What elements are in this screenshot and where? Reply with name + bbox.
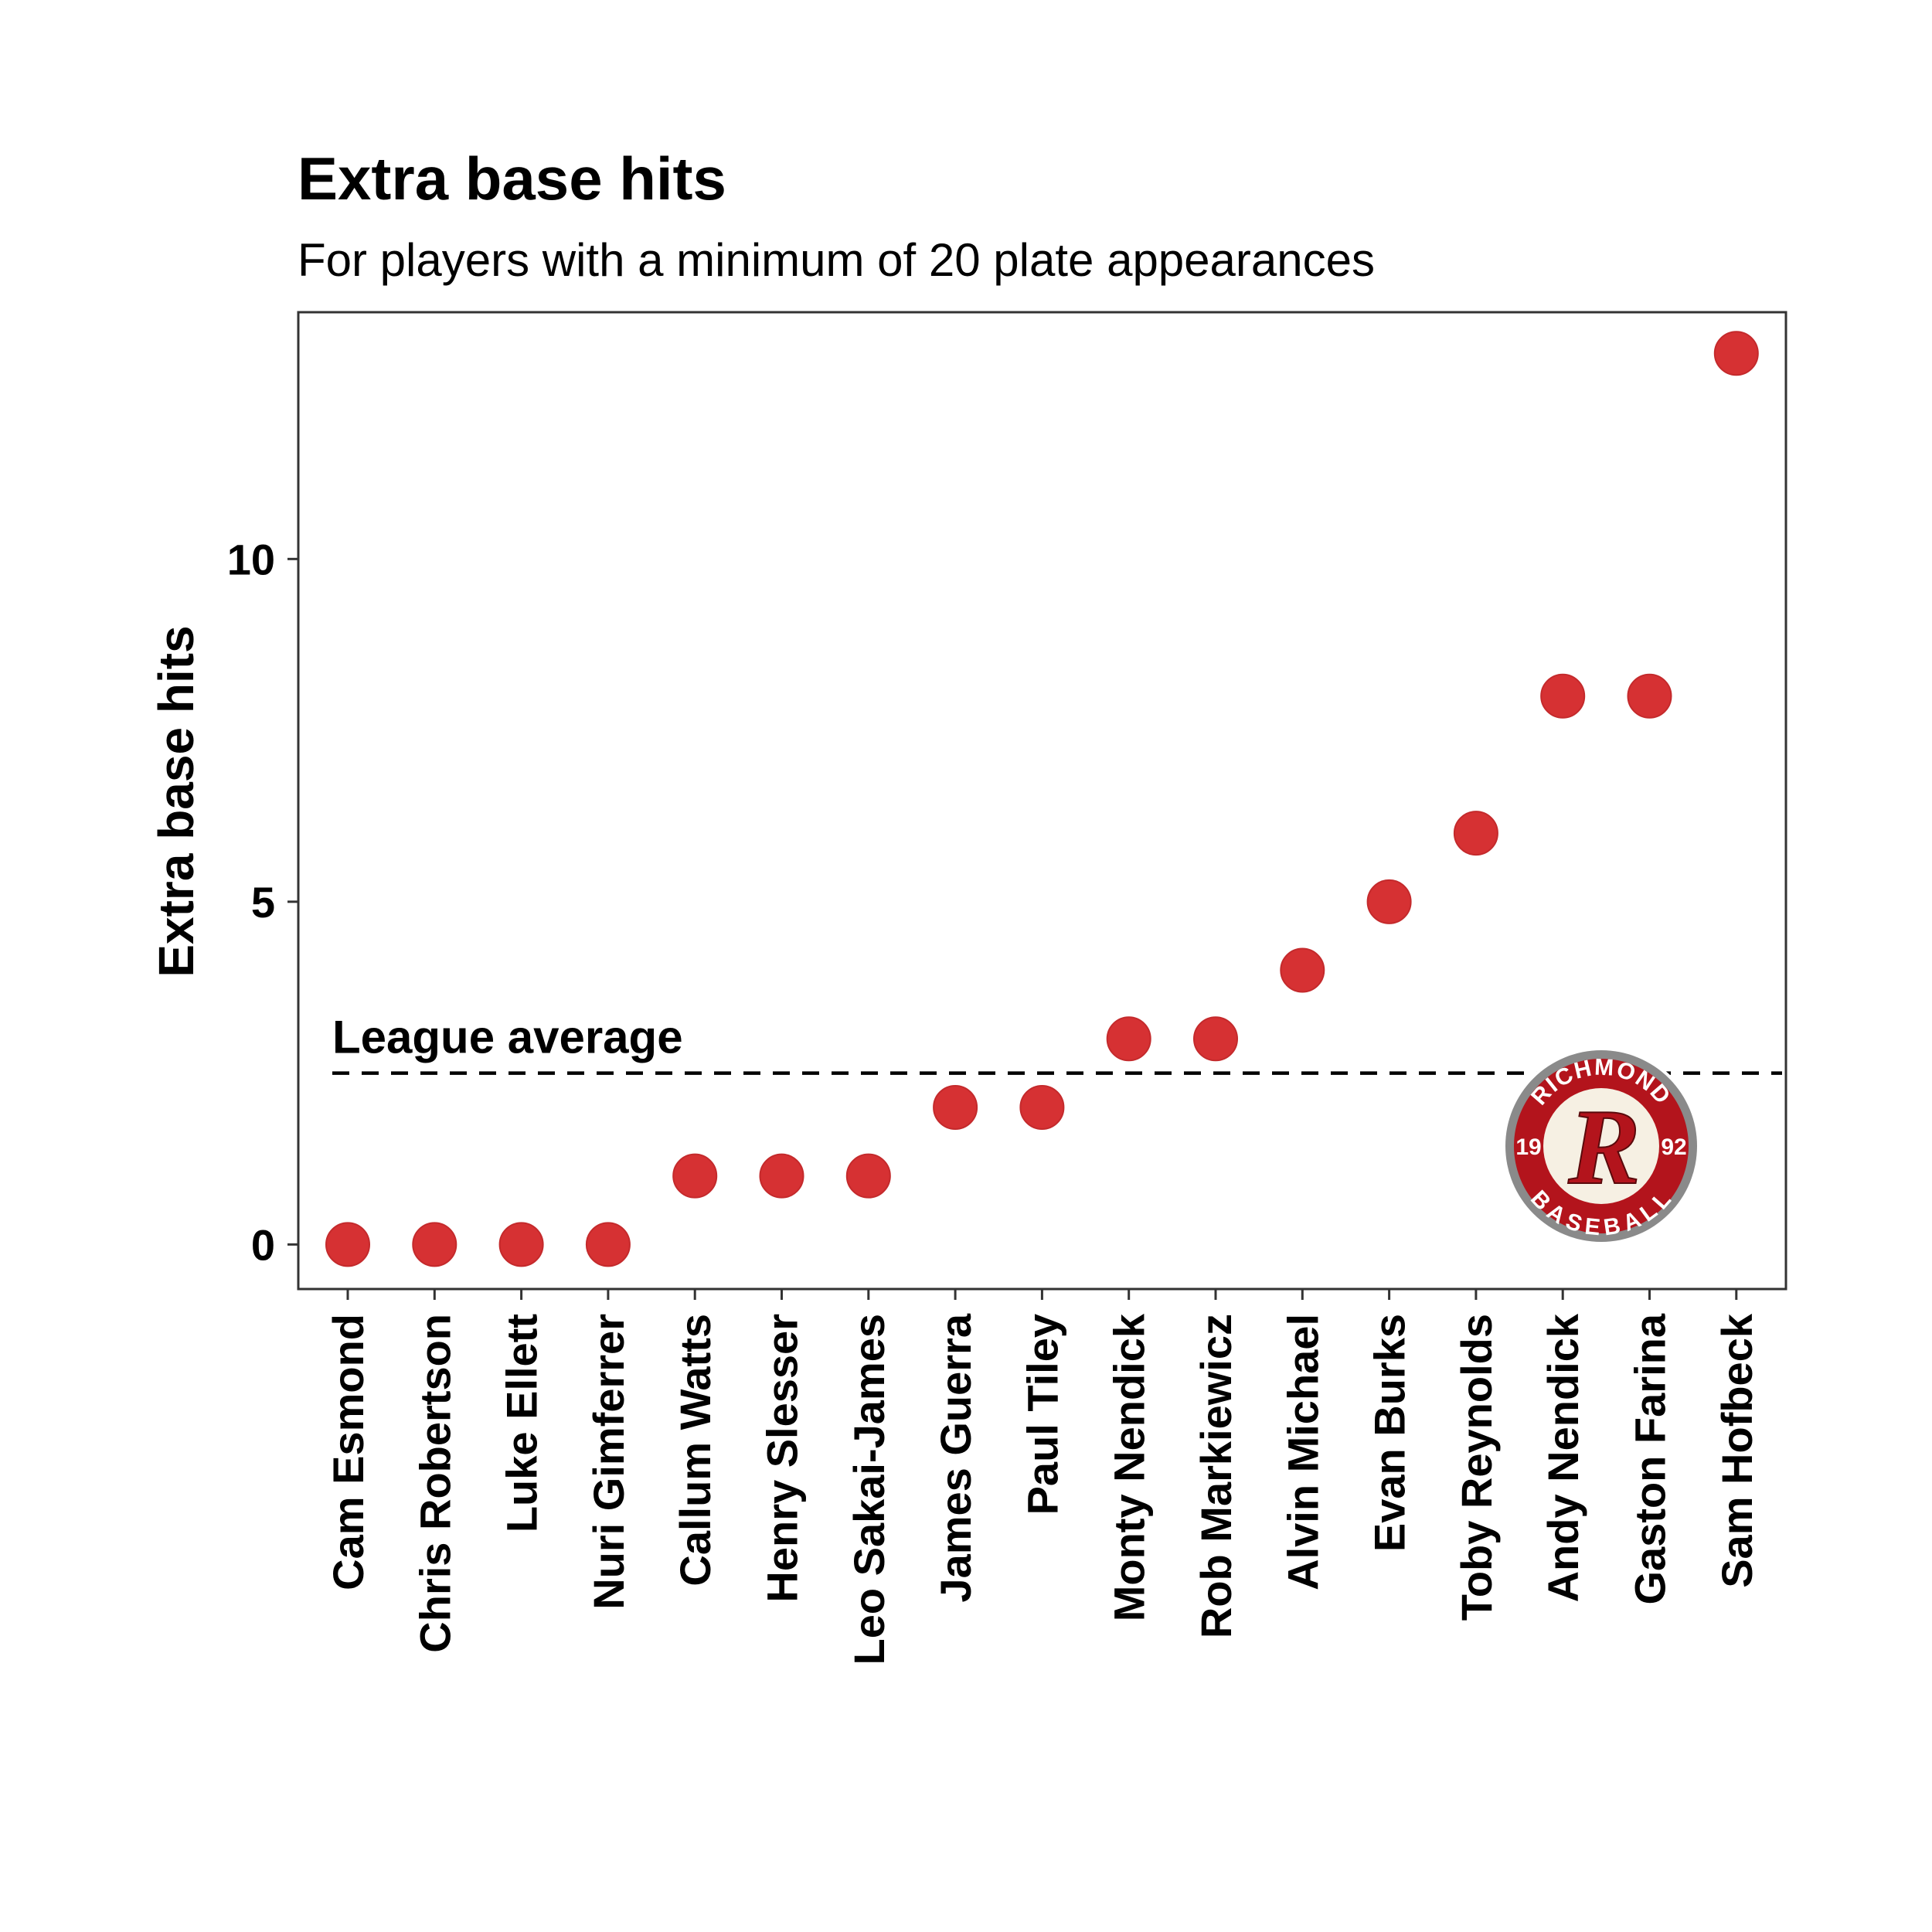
data-point [1193, 1016, 1238, 1062]
y-tick-label: 0 [251, 1220, 275, 1269]
data-point [1453, 811, 1498, 856]
x-tick-label: Toby Reynolds [1452, 1314, 1501, 1621]
data-point [1019, 1084, 1065, 1130]
x-tick-label: James Guerra [931, 1313, 980, 1602]
chart-title: Extra base hits [298, 145, 726, 213]
data-point [1366, 879, 1412, 924]
x-tick-label: Gaston Farina [1626, 1313, 1675, 1604]
data-point [585, 1222, 631, 1267]
x-tick-label: Luke Ellett [498, 1314, 546, 1532]
logo-center [1543, 1088, 1659, 1204]
x-tick-label: Cam Esmond [324, 1314, 372, 1590]
data-point [325, 1222, 370, 1267]
x-tick-label: Leo Sakai-James [845, 1314, 893, 1665]
logo-r-letter: R [1567, 1087, 1640, 1207]
x-tick-label: Evan Burks [1366, 1314, 1414, 1552]
logo-right-year: 92 [1661, 1134, 1686, 1160]
x-axis: Cam Esmond Chris Robertson Luke Ellett Nuri… [324, 1289, 1761, 1665]
x-tick-label: Andy Nendick [1539, 1313, 1587, 1602]
plot-panel-border [297, 311, 1787, 1291]
data-points [325, 331, 1759, 1267]
data-point [1540, 673, 1586, 719]
x-tick-label: Alvin Michael [1278, 1314, 1327, 1590]
x-tick-label: Henry Slesser [758, 1314, 807, 1603]
data-point [759, 1153, 804, 1199]
y-tick-label: 5 [251, 878, 275, 927]
league-average-label: League average [332, 1012, 683, 1063]
data-point [1713, 331, 1759, 376]
x-tick-label: Nuri Gimferrer [584, 1314, 633, 1610]
data-point [1627, 673, 1672, 719]
x-tick-label: Chris Robertson [410, 1314, 459, 1653]
y-tick-label: 10 [227, 535, 275, 583]
x-tick-label: Monty Nendick [1105, 1313, 1154, 1621]
x-tick-label: Callum Watts [671, 1314, 719, 1587]
data-point [412, 1222, 457, 1267]
data-point [845, 1153, 891, 1199]
x-tick-label: Rob Markiewicz [1192, 1314, 1240, 1638]
y-axis: 0 5 10 [227, 535, 298, 1269]
y-axis-title: Extra base hits [148, 625, 204, 977]
data-point [933, 1084, 978, 1130]
chart-subtitle: For players with a minimum of 20 plate a… [298, 234, 1375, 286]
data-point [1280, 947, 1325, 993]
x-tick-label: Sam Hofbeck [1713, 1313, 1761, 1588]
logo-left-year: 19 [1515, 1134, 1541, 1160]
data-point [672, 1153, 718, 1199]
data-point [498, 1222, 544, 1267]
x-tick-label: Paul Tiley [1018, 1314, 1066, 1515]
data-point [1106, 1016, 1151, 1062]
